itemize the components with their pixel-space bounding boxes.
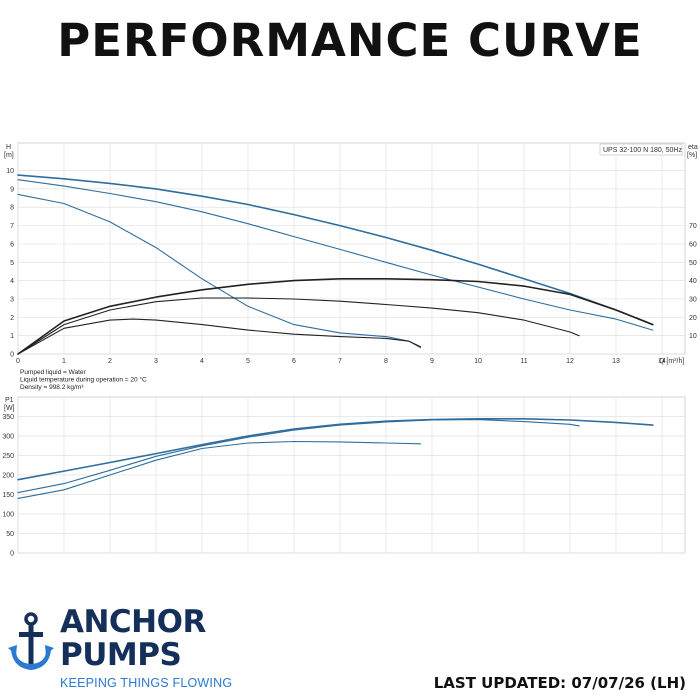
y-power-axis-unit: [W] — [4, 405, 15, 412]
x-tick-label: 6 — [292, 358, 296, 365]
x-tick-label: 8 — [384, 358, 388, 365]
head-curve-1 — [17, 174, 654, 326]
y-left-tick-label: 10 — [6, 168, 14, 175]
y-power-tick-label: 250 — [2, 453, 14, 460]
efficiency-curve-1 — [17, 278, 654, 355]
head-efficiency-chart: 0 1 2 3 4 5 6 7 8 9 10 11 12 13 1401234567891010203040… — [4, 142, 698, 365]
page-title: PERFORMANCE CURVE — [57, 14, 643, 67]
x-axis-label: Q [m³/h] — [659, 358, 684, 365]
power-curve-1 — [17, 418, 654, 481]
anchor-icon — [8, 612, 54, 670]
y-left-tick-label: 6 — [10, 241, 14, 248]
efficiency-curve-3 — [17, 318, 422, 355]
y-power-tick-label: 0 — [10, 551, 14, 558]
last-updated: LAST UPDATED: 07/07/26 (LH) — [433, 674, 686, 692]
liquid-note: Liquid temperature during operation = 20… — [20, 376, 147, 384]
x-tick-label: 3 — [154, 358, 158, 365]
y-power-tick-label: 150 — [2, 492, 14, 499]
y-right-axis-unit: [%] — [687, 152, 697, 159]
power-curve-2 — [17, 419, 580, 494]
y-left-tick-label: 5 — [10, 260, 14, 267]
brand-name: ANCHOR PUMPS — [60, 606, 206, 672]
brand-tagline: KEEPING THINGS FLOWING — [60, 676, 233, 690]
y-left-tick-label: 1 — [10, 333, 14, 340]
x-tick-label: 4 — [200, 358, 204, 365]
x-tick-label: 9 — [430, 358, 434, 365]
legend-box-label: UPS 32-100 N 180, 50Hz — [603, 147, 682, 154]
y-left-tick-label: 7 — [10, 223, 14, 230]
x-tick-label: 5 — [246, 358, 250, 365]
power-curve-3 — [17, 440, 422, 499]
top-plot-area — [17, 142, 686, 355]
x-tick-label: 0 — [16, 358, 20, 365]
y-left-tick-label: 4 — [10, 278, 14, 285]
liquid-note: Pumped liquid = Water — [20, 369, 87, 376]
y-power-tick-label: 200 — [2, 473, 14, 480]
y-right-tick-label: 20 — [689, 315, 697, 322]
x-tick-label: 12 — [566, 358, 574, 365]
brand-logo: ANCHOR PUMPS KEEPING THINGS FLOWING — [8, 606, 248, 694]
head-curve-3 — [17, 193, 422, 349]
y-left-axis-unit: [m] — [4, 152, 14, 159]
y-power-tick-label: 100 — [2, 512, 14, 519]
y-left-tick-label: 2 — [10, 315, 14, 322]
y-right-tick-label: 30 — [689, 296, 697, 303]
y-right-tick-label: 50 — [689, 260, 697, 267]
y-power-tick-label: 50 — [6, 531, 14, 538]
efficiency-curve-2 — [17, 297, 580, 355]
x-tick-label: 1 — [62, 358, 66, 365]
x-tick-label: 7 — [338, 358, 342, 365]
y-right-tick-label: 10 — [689, 333, 697, 340]
brand-name-line2: PUMPS — [60, 637, 182, 673]
y-power-tick-label: 350 — [2, 414, 14, 421]
legend-box — [599, 143, 683, 156]
x-tick-label: 11 — [520, 358, 527, 365]
y-left-tick-label: 0 — [10, 352, 14, 359]
y-right-tick-label: 40 — [689, 278, 697, 285]
x-tick-label: 10 — [474, 358, 482, 365]
y-right-tick-label: 70 — [689, 223, 697, 230]
y-power-axis-label: P1 — [5, 397, 14, 404]
y-left-axis-label: H — [6, 144, 11, 151]
y-power-tick-label: 300 — [2, 434, 14, 441]
y-left-tick-label: 9 — [10, 186, 14, 193]
x-tick-label: 2 — [108, 358, 112, 365]
head-curve-2 — [17, 179, 654, 331]
y-right-tick-label: 60 — [689, 241, 697, 248]
liquid-note: Density = 998.2 kg/m³ — [20, 384, 84, 391]
x-tick-label: 14 — [658, 358, 666, 365]
y-left-tick-label: 8 — [10, 205, 14, 212]
x-tick-label: 13 — [612, 358, 620, 365]
y-left-tick-label: 3 — [10, 296, 14, 303]
y-right-axis-label: eta — [688, 144, 698, 151]
brand-name-line1: ANCHOR — [60, 604, 206, 640]
